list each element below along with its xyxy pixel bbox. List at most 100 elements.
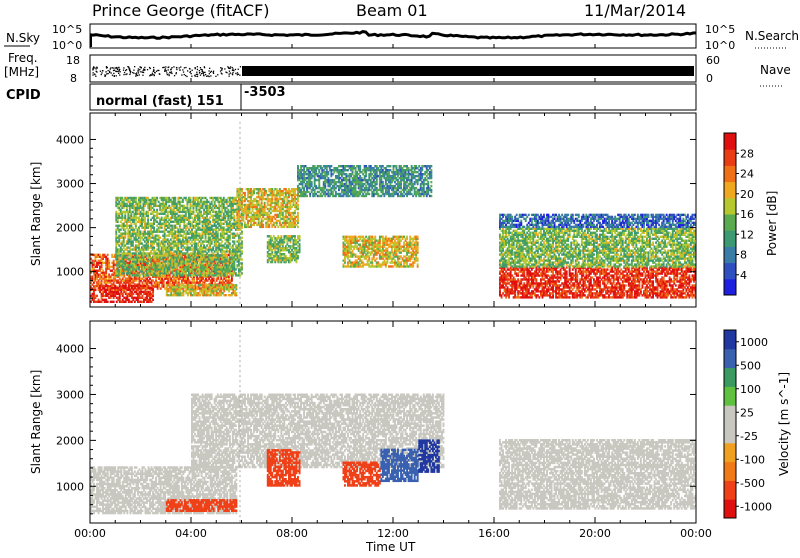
heatmap-cell (241, 262, 243, 264)
freq-point (128, 67, 129, 68)
freq-point (229, 76, 230, 77)
freq-point (143, 72, 144, 73)
freq-point (168, 69, 169, 70)
freq-point (135, 73, 136, 74)
heatmap-cell (297, 204, 299, 206)
freq-point (93, 68, 94, 69)
freq-point (200, 69, 201, 70)
freq-point (110, 69, 111, 70)
cpid-segment-2: -3503 (244, 85, 286, 100)
nave-tick-top: 60 (706, 54, 720, 67)
freq-point (123, 70, 124, 71)
freq-point (202, 69, 203, 70)
freq-point (139, 66, 140, 67)
freq-point (179, 69, 180, 70)
freq-point (164, 71, 165, 72)
freq-point (183, 71, 184, 72)
heatmap-cell (241, 258, 243, 260)
freq-point (203, 73, 204, 74)
freq-tick-top: 18 (66, 54, 80, 67)
freq-point (147, 69, 148, 70)
freq-point (175, 73, 176, 74)
noise-left-tick-top: 10^5 (52, 23, 82, 36)
freq-point (138, 72, 139, 73)
freq-point (209, 76, 210, 77)
freq-point (196, 72, 197, 73)
heatmap-cell (235, 284, 237, 286)
freq-label-line1: Freq. (8, 51, 38, 65)
freq-point (208, 70, 209, 71)
freq-point (200, 75, 201, 76)
freq-point (181, 74, 182, 75)
freq-point (112, 75, 113, 76)
heatmap-cell (174, 197, 176, 199)
freq-point (138, 70, 139, 71)
freq-point (171, 69, 172, 70)
freq-point (235, 73, 236, 74)
noise-left-tick-bottom: 10^0 (52, 39, 82, 52)
freq-point (203, 75, 204, 76)
freq-point (134, 66, 135, 67)
freq-point (185, 67, 186, 68)
freq-point (104, 76, 105, 77)
freq-point (93, 72, 94, 73)
freq-point (152, 73, 153, 74)
heatmap-cell (200, 211, 202, 213)
freq-point (201, 73, 202, 74)
freq-point (211, 71, 212, 72)
freq-point (109, 72, 110, 73)
freq-point (149, 67, 150, 68)
freq-point (189, 68, 190, 69)
freq-point (215, 76, 216, 77)
freq-point (116, 75, 117, 76)
freq-point (155, 72, 156, 73)
power-heatmap (90, 122, 698, 307)
heatmap-cell (225, 294, 227, 296)
heatmap-cell (209, 221, 211, 223)
freq-point (202, 71, 203, 72)
freq-point (106, 67, 107, 68)
heatmap-cell (221, 240, 223, 242)
freq-point (192, 70, 193, 71)
freq-point (230, 72, 231, 73)
beam-title: Beam 01 (356, 1, 428, 20)
freq-point (92, 74, 93, 75)
heatmap-cell (149, 264, 151, 266)
freq-point (162, 67, 163, 68)
freq-point (113, 73, 114, 74)
heatmap-cell (152, 299, 154, 301)
freq-point (238, 69, 239, 70)
freq-point (213, 73, 214, 74)
freq-point (224, 68, 225, 69)
freq-point (108, 73, 109, 74)
freq-point (124, 72, 125, 73)
heatmap-cell (144, 258, 146, 260)
freq-point (237, 72, 238, 73)
freq-point (101, 74, 102, 75)
freq-point (191, 73, 192, 74)
freq-point (184, 74, 185, 75)
freq-point (144, 69, 145, 70)
heatmap-cell (297, 212, 299, 214)
freq-point (153, 74, 154, 75)
freq-point (113, 68, 114, 69)
freq-point (173, 66, 174, 67)
freq-point (207, 75, 208, 76)
heatmap-cell (297, 226, 299, 228)
heatmap-cell (156, 209, 158, 211)
noise-search-label: N.Search (745, 29, 799, 43)
freq-point (117, 69, 118, 70)
freq-point (139, 69, 140, 70)
heatmap-cell (226, 254, 228, 256)
freq-point (168, 67, 169, 68)
heatmap-cell (233, 215, 235, 217)
freq-point (225, 72, 226, 73)
freq-point (101, 72, 102, 73)
freq-point (176, 69, 177, 70)
freq-point (196, 76, 197, 77)
freq-point (153, 67, 154, 68)
freq-point (108, 70, 109, 71)
freq-point (221, 70, 222, 71)
